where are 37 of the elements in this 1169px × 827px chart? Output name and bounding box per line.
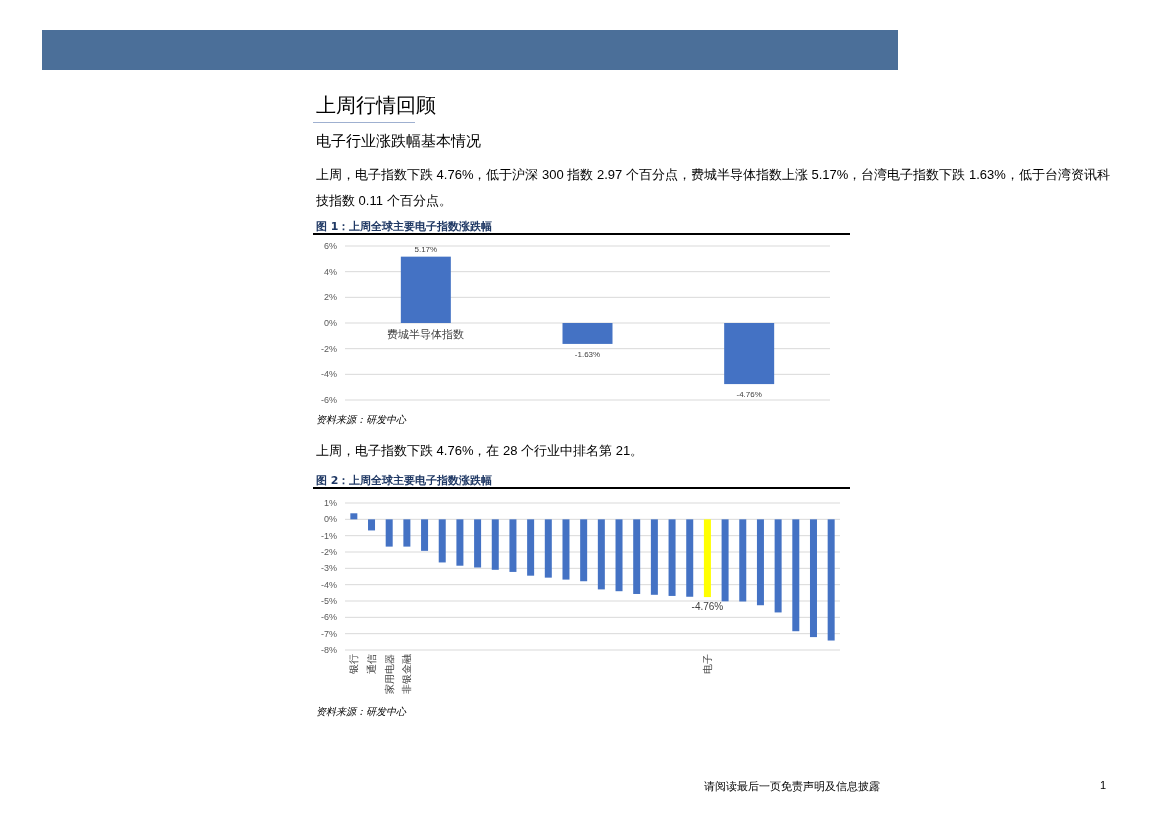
y-tick-label: -7% xyxy=(320,628,337,639)
data-label: -4.76% xyxy=(691,601,724,613)
text: 电子行业涨跌幅基本情况 xyxy=(316,132,481,151)
y-tick-label: 0% xyxy=(323,318,337,328)
chart-title: 图 1：上周全球主要电子指数涨跌幅 xyxy=(316,219,493,234)
y-tick-label: -4% xyxy=(320,579,337,590)
y-tick-label: -2% xyxy=(320,547,337,557)
y-tick-label: -2% xyxy=(320,343,337,354)
x-tick-label: 费城半导体指数 xyxy=(387,328,465,340)
y-tick-label: 0% xyxy=(323,514,337,525)
x-tick-label: 通信 xyxy=(366,654,378,674)
y-tick-label: -1% xyxy=(320,530,337,541)
x-tick-label: 非银金融 xyxy=(401,654,413,694)
data-label: -4.76% xyxy=(736,390,762,400)
text: 上周行情回顾 xyxy=(316,93,436,118)
x-tick-label: 电子 xyxy=(701,654,713,674)
text: 资料来源：研发中心 xyxy=(316,705,406,719)
y-tick-label: -3% xyxy=(320,563,337,574)
text: 资料来源：研发中心 xyxy=(316,413,406,427)
y-tick-label: 4% xyxy=(323,266,337,277)
x-tick-label: 家用电器 xyxy=(383,654,395,694)
y-tick-label: 2% xyxy=(323,292,337,303)
y-tick-label: -8% xyxy=(320,645,337,655)
text: 请阅读最后一页免责声明及信息披露 xyxy=(704,779,880,794)
y-tick-label: -6% xyxy=(320,612,337,623)
text: 1 xyxy=(1100,779,1107,791)
chart-title: 图 2：上周全球主要电子指数涨跌幅 xyxy=(316,473,493,488)
x-tick-label: 银行 xyxy=(348,654,360,675)
y-tick-label: -5% xyxy=(320,596,337,606)
data-label: 5.17% xyxy=(414,244,438,254)
y-tick-label: 1% xyxy=(323,498,337,508)
y-tick-label: -6% xyxy=(320,395,337,405)
y-tick-label: -4% xyxy=(320,369,337,380)
text: 上周，电子指数下跌 4.76%，在 28 个行业中排名第 21。 xyxy=(316,442,644,460)
text: 上周，电子指数下跌 4.76%，低于沪深 300 指数 2.97 个百分点，费城半导体指数上涨 5.17%，台湾电子指数下跌 1.63%，低于台湾资讯科技指数 0.11 个百分点。 xyxy=(316,166,1111,210)
data-label: -1.63% xyxy=(574,349,601,359)
y-tick-label: 6% xyxy=(323,241,337,251)
